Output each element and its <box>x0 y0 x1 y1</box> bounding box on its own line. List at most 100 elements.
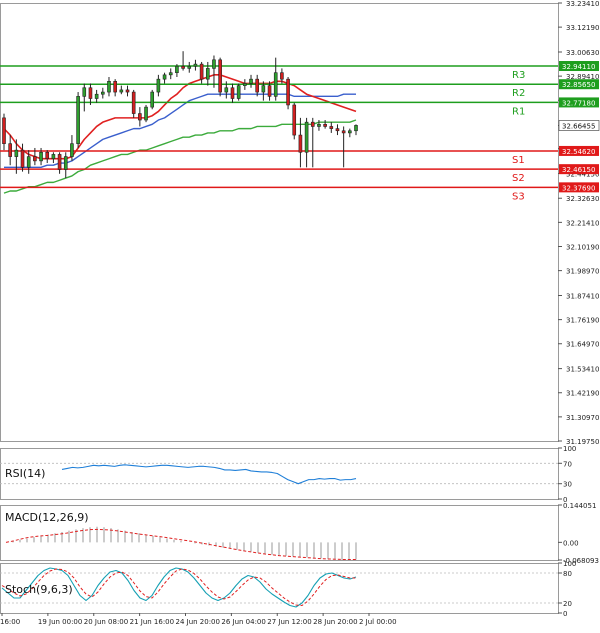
price-tick-label: 32.10190 <box>566 243 599 251</box>
rsi-label: RSI(14) <box>5 467 45 480</box>
sub-tick-label: 100 <box>563 445 576 453</box>
level-price-box-s3 <box>559 182 599 193</box>
candle-body <box>168 72 173 76</box>
price-tick-label: 32.89410 <box>566 73 599 81</box>
x-tick-label: 16:00 <box>0 618 20 626</box>
candle-body <box>317 124 321 127</box>
candle-body <box>138 113 142 121</box>
candle-body <box>273 72 278 97</box>
x-tick-label: 26 Jun 04:00 <box>221 618 265 626</box>
candle-body <box>335 128 340 132</box>
level-price-label-r3: 32.94110 <box>562 63 595 71</box>
candle-body <box>298 134 303 153</box>
sub-tick-label: 100 <box>563 560 576 568</box>
candle-body <box>255 78 259 93</box>
candle-body <box>113 81 117 93</box>
level-price-box-r2 <box>559 79 599 90</box>
price-tick-label: 33.23410 <box>566 0 599 8</box>
x-tick-label: 19 Jun 00:00 <box>38 618 82 626</box>
level-price-label-s1: 32.54620 <box>562 148 595 156</box>
panel-frame-3 <box>0 563 559 614</box>
candle-body <box>88 87 93 99</box>
candle-body <box>82 87 87 97</box>
candle-body <box>243 83 247 86</box>
price-tick-label: 31.30970 <box>566 414 599 422</box>
current-price-box <box>558 120 600 131</box>
panel-frame-1 <box>0 448 559 500</box>
candle-body <box>125 89 130 93</box>
candle-body <box>193 63 198 67</box>
level-name-r3: R3 <box>512 70 525 81</box>
x-tick-label: 28 Jun 20:00 <box>313 618 357 626</box>
ma-mid-blue-line <box>4 93 356 169</box>
level-price-box-r1 <box>559 97 599 108</box>
level-price-label-s2: 32.46150 <box>562 166 595 174</box>
candle-body <box>63 156 68 170</box>
current-price-label: 32.66455 <box>562 122 595 130</box>
level-name-r1: R1 <box>512 106 525 117</box>
candle-body <box>76 96 80 144</box>
price-tick-label: 31.19750 <box>566 438 599 446</box>
candle-body <box>33 156 37 162</box>
candle-body <box>249 78 253 84</box>
macd-label: MACD(12,26,9) <box>5 511 89 524</box>
level-price-label-r2: 32.85650 <box>562 81 595 89</box>
price-tick-label: 32.32630 <box>566 195 599 203</box>
candle-body <box>70 143 74 157</box>
price-tick-label: 31.42190 <box>566 390 599 398</box>
candle-body <box>101 91 105 95</box>
candle-body <box>181 65 185 69</box>
ma-slow-green-line <box>3 119 357 194</box>
candle-body <box>354 125 358 132</box>
candle-body <box>119 89 124 93</box>
sub-tick-label: 80 <box>563 570 572 578</box>
candle-body <box>286 78 290 106</box>
candle-body <box>150 91 155 108</box>
sub-tick-label: 0.00 <box>563 539 579 547</box>
candle-body <box>212 59 216 69</box>
x-tick-label: 20 Jun 08:00 <box>84 618 128 626</box>
sub-tick-label: 20 <box>563 600 572 608</box>
candle-body <box>224 87 229 93</box>
price-tick-label: 31.64970 <box>566 341 599 349</box>
candle-body <box>51 154 56 160</box>
candle-body <box>323 124 327 127</box>
stoch-d-line <box>1 568 356 607</box>
candle-body <box>341 130 346 134</box>
price-tick-label: 32.21410 <box>566 219 599 227</box>
candle-body <box>348 130 352 134</box>
price-tick-label: 31.87410 <box>566 292 599 300</box>
candle-body <box>199 63 204 80</box>
candle-body <box>267 85 272 97</box>
macd-signal-line <box>5 528 356 560</box>
sub-tick-label: 0 <box>563 610 567 618</box>
sub-tick-label: 0 <box>563 496 567 504</box>
candle-body <box>2 117 6 144</box>
level-price-box-s2 <box>559 164 599 175</box>
candle-body <box>131 91 136 114</box>
candle-body <box>310 121 315 127</box>
x-tick-label: 27 Jun 12:00 <box>267 618 311 626</box>
stoch-label: Stoch(9,6,3) <box>5 583 73 596</box>
level-price-label-r1: 32.77180 <box>562 99 595 107</box>
level-name-s3: S3 <box>512 191 525 202</box>
candle-body <box>144 106 148 121</box>
candle-body <box>45 151 50 160</box>
candle-body <box>94 93 99 99</box>
price-tick-label: 32.44150 <box>566 170 599 178</box>
candle-body <box>261 85 266 93</box>
level-name-r2: R2 <box>512 88 525 99</box>
candle-body <box>236 85 241 99</box>
candle-body <box>187 65 192 69</box>
candle-body <box>107 81 111 93</box>
rsi-line <box>61 464 357 485</box>
candle-body <box>39 151 43 162</box>
candle-body <box>230 87 235 99</box>
price-tick-label: 33.00630 <box>566 49 599 57</box>
candle-body <box>280 72 284 80</box>
price-tick-label: 31.53410 <box>566 366 599 374</box>
candle-body <box>205 68 210 80</box>
